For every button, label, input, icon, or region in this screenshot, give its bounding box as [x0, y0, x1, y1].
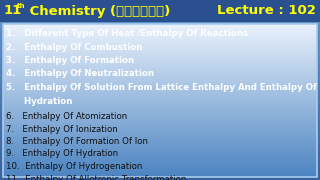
Bar: [3, 24, 317, 177]
Text: Lecture : 102: Lecture : 102: [217, 4, 316, 17]
Text: 1.   Different Type Of Heat /Enthalpy Of Reactions: 1. Different Type Of Heat /Enthalpy Of R…: [6, 29, 248, 38]
Text: th: th: [17, 3, 26, 10]
Text: 3.   Enthalpy Of Formation: 3. Enthalpy Of Formation: [6, 56, 134, 65]
Text: 5.   Enthalpy Of Solution From Lattice Enthalpy And Enthalpy Of: 5. Enthalpy Of Solution From Lattice Ent…: [6, 83, 317, 92]
Text: 9.   Enthalpy Of Hydration: 9. Enthalpy Of Hydration: [6, 150, 118, 159]
Text: 2.   Enthalpy Of Combustion: 2. Enthalpy Of Combustion: [6, 42, 142, 51]
Text: 11.  Enthalpy Of Allotropic Transformation: 11. Enthalpy Of Allotropic Transformatio…: [6, 174, 186, 180]
Bar: [0, 0, 320, 22]
Text: 11: 11: [4, 4, 22, 17]
Text: 6.   Enthalpy Of Atomization: 6. Enthalpy Of Atomization: [6, 112, 127, 121]
Text: Chemistry (हिन्दी): Chemistry (हिन्दी): [25, 4, 170, 17]
Text: 7.   Enthalpy Of Ionization: 7. Enthalpy Of Ionization: [6, 125, 118, 134]
Text: 4.   Enthalpy Of Neutralization: 4. Enthalpy Of Neutralization: [6, 69, 154, 78]
Text: 10.  Enthalpy Of Hydrogenation: 10. Enthalpy Of Hydrogenation: [6, 162, 142, 171]
Text: 8.   Enthalpy Of Formation Of Ion: 8. Enthalpy Of Formation Of Ion: [6, 137, 148, 146]
Text: Hydration: Hydration: [6, 96, 72, 105]
